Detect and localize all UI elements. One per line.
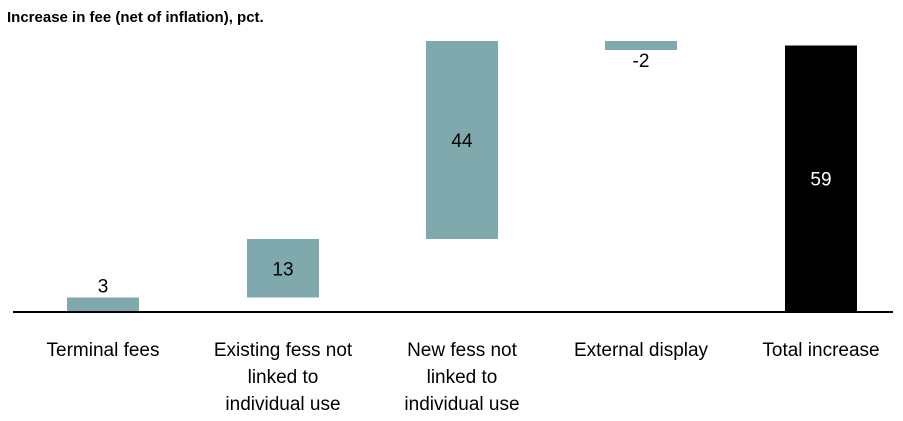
data-label-2: 13 <box>272 259 293 280</box>
tick-label-line: linked to <box>248 367 319 388</box>
bars-layer: 3 13 44 -2 59 <box>67 41 857 311</box>
tick-label-line: New fess not <box>407 340 518 361</box>
tick-label-4: External display <box>574 340 709 361</box>
data-label-3: 44 <box>451 131 473 152</box>
tick-label-line: Existing fess not <box>214 340 353 361</box>
data-label-1: 3 <box>98 277 109 298</box>
tick-label-line: individual use <box>225 394 340 415</box>
bar-1 <box>67 298 139 312</box>
tick-label-line: linked to <box>427 367 498 388</box>
tick-label-3: New fess not linked to individual use <box>404 340 519 415</box>
tick-label-2: Existing fess not linked to individual use <box>214 340 353 415</box>
data-label-4: -2 <box>633 51 650 72</box>
tick-label-1: Terminal fees <box>47 340 160 361</box>
tick-label-line: Total increase <box>762 340 879 361</box>
tick-label-5: Total increase <box>762 340 879 361</box>
data-label-5: 59 <box>810 169 831 190</box>
tick-label-line: External display <box>574 340 709 361</box>
tick-label-line: Terminal fees <box>47 340 160 361</box>
tick-labels-layer: Terminal fees Existing fess not linked to i… <box>47 340 880 415</box>
bar-4 <box>605 41 677 50</box>
tick-label-line: individual use <box>404 394 519 415</box>
